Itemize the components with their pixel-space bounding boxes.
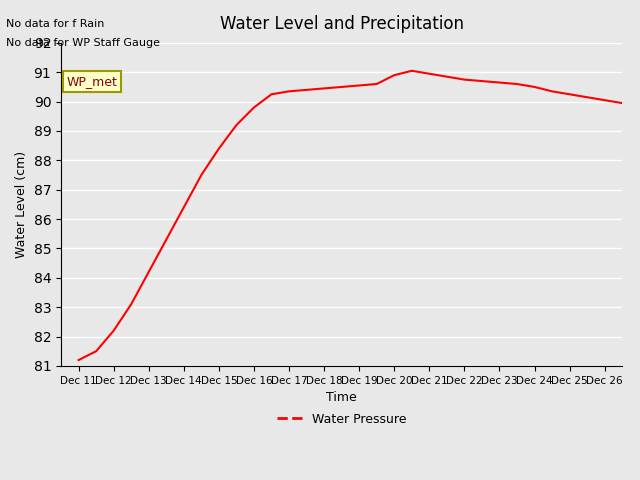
- Legend: Water Pressure: Water Pressure: [272, 408, 412, 431]
- Text: No data for WP Staff Gauge: No data for WP Staff Gauge: [6, 38, 161, 48]
- X-axis label: Time: Time: [326, 391, 357, 404]
- Title: Water Level and Precipitation: Water Level and Precipitation: [220, 15, 463, 33]
- Text: WP_met: WP_met: [67, 75, 118, 88]
- Y-axis label: Water Level (cm): Water Level (cm): [15, 151, 28, 258]
- Text: No data for f Rain: No data for f Rain: [6, 19, 105, 29]
